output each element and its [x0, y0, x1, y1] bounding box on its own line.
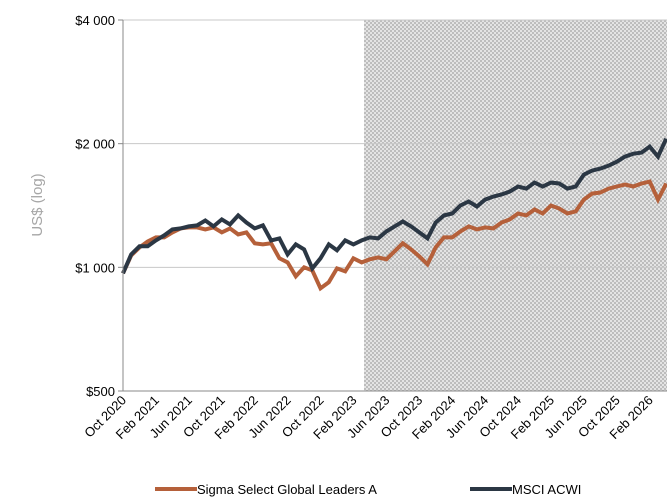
legend-label: MSCI ACWI [512, 482, 581, 497]
lines [121, 137, 667, 292]
y-tick-label: $500 [86, 384, 115, 399]
y-axis-label: US$ (log) [29, 173, 46, 236]
legend-label: Sigma Select Global Leaders A [197, 482, 377, 497]
shaded-region [364, 20, 667, 391]
y-tick-label: $2 000 [75, 137, 115, 152]
series-line [121, 137, 667, 275]
legend: Sigma Select Global Leaders A MSCI ACWI [155, 482, 581, 497]
y-tick-label: $4 000 [75, 13, 115, 28]
y-tick-label: $1 000 [75, 260, 115, 275]
